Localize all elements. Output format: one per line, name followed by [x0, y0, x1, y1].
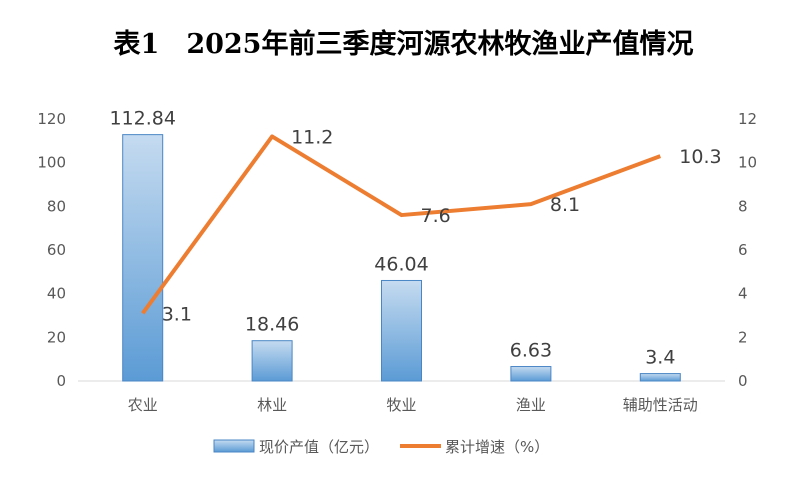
right-axis-tick: 12 [738, 110, 757, 128]
line-data-label: 8.1 [550, 194, 580, 216]
category-label: 农业 [128, 396, 158, 414]
right-axis-tick: 6 [738, 241, 748, 259]
bar [381, 279, 422, 382]
left-axis-tick: 80 [47, 197, 66, 215]
left-axis-tick: 100 [37, 154, 66, 172]
left-axis-tick: 120 [37, 110, 66, 128]
category-label: 辅助性活动 [623, 396, 698, 414]
bar [510, 366, 552, 382]
line-data-label: 11.2 [291, 126, 333, 148]
right-axis-tick: 0 [738, 372, 748, 390]
category-label: 林业 [257, 396, 287, 414]
left-axis-tick: 0 [56, 372, 66, 390]
category-label: 牧业 [386, 396, 416, 414]
left-axis-tick: 40 [47, 285, 66, 303]
bar-data-label: 112.84 [109, 108, 175, 130]
bar [122, 134, 164, 382]
bar [251, 340, 293, 382]
bar [639, 373, 681, 382]
bar-data-label: 46.04 [374, 253, 428, 275]
right-axis-tick: 2 [738, 328, 748, 346]
right-axis-tick: 8 [738, 197, 748, 215]
category-label: 渔业 [516, 396, 546, 414]
right-axis-tick: 10 [738, 154, 757, 172]
line-data-label: 10.3 [679, 146, 721, 168]
line-data-label: 7.6 [421, 205, 451, 227]
line-data-label: 3.1 [162, 303, 192, 325]
bar-data-label: 3.4 [645, 347, 675, 369]
left-axis-tick: 60 [47, 241, 66, 259]
bar-data-label: 6.63 [510, 340, 552, 362]
bar-data-label: 18.46 [245, 314, 299, 336]
left-axis-tick: 20 [47, 328, 66, 346]
legend-bar-swatch [213, 439, 255, 453]
right-axis-tick: 4 [738, 285, 748, 303]
legend-bar-label: 现价产值（亿元） [259, 438, 379, 456]
chart-title: 表1 2025年前三季度河源农林牧渔业产值情况 [113, 29, 694, 60]
legend-line-label: 累计增速（%） [445, 438, 549, 456]
